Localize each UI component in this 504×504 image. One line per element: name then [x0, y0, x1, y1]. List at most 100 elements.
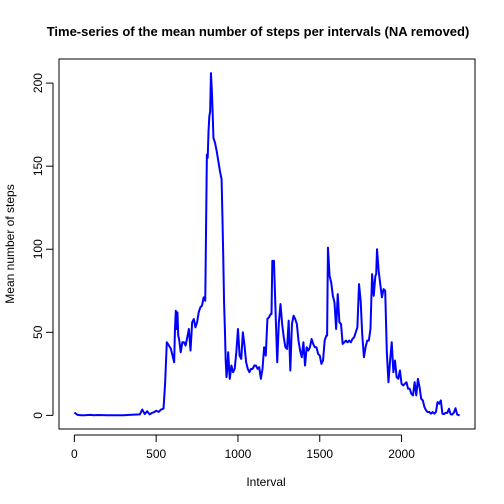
- data-point: [207, 157, 209, 159]
- data-point: [405, 381, 407, 383]
- data-point: [234, 368, 236, 370]
- y-tick-label: 100: [31, 239, 45, 259]
- data-point: [239, 355, 241, 357]
- data-point: [401, 383, 403, 385]
- data-point: [278, 321, 280, 323]
- data-point: [225, 360, 227, 362]
- x-tick-label: 1500: [306, 447, 333, 461]
- data-point: [340, 323, 342, 325]
- data-point: [222, 255, 224, 257]
- data-point: [306, 346, 308, 348]
- data-point: [376, 248, 378, 250]
- data-point: [106, 414, 108, 416]
- data-point: [276, 361, 278, 363]
- y-axis-label: Mean number of steps: [3, 184, 17, 303]
- data-point: [419, 386, 421, 388]
- data-point: [356, 326, 358, 328]
- data-point: [332, 295, 334, 297]
- data-point: [361, 335, 363, 337]
- data-point: [217, 160, 219, 162]
- data-point: [311, 338, 313, 340]
- data-point: [389, 360, 391, 362]
- data-point: [446, 412, 448, 414]
- data-point: [315, 346, 317, 348]
- data-point: [338, 321, 340, 323]
- data-point: [170, 348, 172, 350]
- data-point: [178, 338, 180, 340]
- data-point: [212, 137, 214, 139]
- data-point: [226, 368, 228, 370]
- data-point: [348, 340, 350, 342]
- data-point: [368, 340, 370, 342]
- data-point: [247, 368, 249, 370]
- data-point: [394, 360, 396, 362]
- data-point: [391, 341, 393, 343]
- data-point: [199, 306, 201, 308]
- data-point: [263, 346, 265, 348]
- data-point: [415, 394, 417, 396]
- data-point: [304, 365, 306, 367]
- data-point: [203, 296, 205, 298]
- data-point: [248, 371, 250, 373]
- data-point: [448, 408, 450, 410]
- data-point: [410, 393, 412, 395]
- data-point: [194, 326, 196, 328]
- data-point: [198, 311, 200, 313]
- x-tick-label: 0: [71, 447, 78, 461]
- data-point: [342, 343, 344, 345]
- data-point: [214, 142, 216, 144]
- data-point: [283, 336, 285, 338]
- data-point: [289, 370, 291, 372]
- data-point: [307, 350, 309, 352]
- data-point: [230, 365, 232, 367]
- data-point: [337, 293, 339, 295]
- data-point: [327, 247, 329, 249]
- data-point: [281, 323, 283, 325]
- data-point: [208, 115, 210, 117]
- data-point: [417, 378, 419, 380]
- data-point: [221, 215, 223, 217]
- y-tick-label: 200: [31, 73, 45, 93]
- data-point: [245, 361, 247, 363]
- data-point: [369, 328, 371, 330]
- data-point: [275, 311, 277, 313]
- data-point: [451, 414, 453, 416]
- data-point: [299, 350, 301, 352]
- data-point: [266, 318, 268, 320]
- data-point: [373, 295, 375, 297]
- data-point: [188, 328, 190, 330]
- data-point: [158, 411, 160, 413]
- data-point: [347, 341, 349, 343]
- data-point: [176, 311, 178, 313]
- data-point: [437, 401, 439, 403]
- data-point: [204, 300, 206, 302]
- data-point: [396, 376, 398, 378]
- data-point: [77, 414, 79, 416]
- data-point: [387, 381, 389, 383]
- mean-steps-line: [73, 72, 460, 417]
- data-point: [139, 413, 141, 415]
- data-point: [317, 353, 319, 355]
- data-point: [414, 381, 416, 383]
- data-point: [409, 388, 411, 390]
- data-point: [423, 406, 425, 408]
- data-point: [211, 89, 213, 91]
- data-point: [185, 345, 187, 347]
- data-point: [166, 341, 168, 343]
- data-point: [296, 323, 298, 325]
- y-tick-label: 50: [31, 325, 45, 339]
- chart-title: Time-series of the mean number of steps …: [47, 24, 470, 39]
- data-point: [286, 348, 288, 350]
- data-point: [294, 318, 296, 320]
- data-point: [80, 414, 82, 416]
- data-point: [235, 351, 237, 353]
- data-point: [322, 360, 324, 362]
- data-point: [428, 411, 430, 413]
- data-point: [141, 409, 143, 411]
- data-point: [257, 368, 259, 370]
- data-point: [268, 316, 270, 318]
- data-point: [430, 413, 432, 415]
- data-point: [160, 409, 162, 411]
- data-point: [386, 351, 388, 353]
